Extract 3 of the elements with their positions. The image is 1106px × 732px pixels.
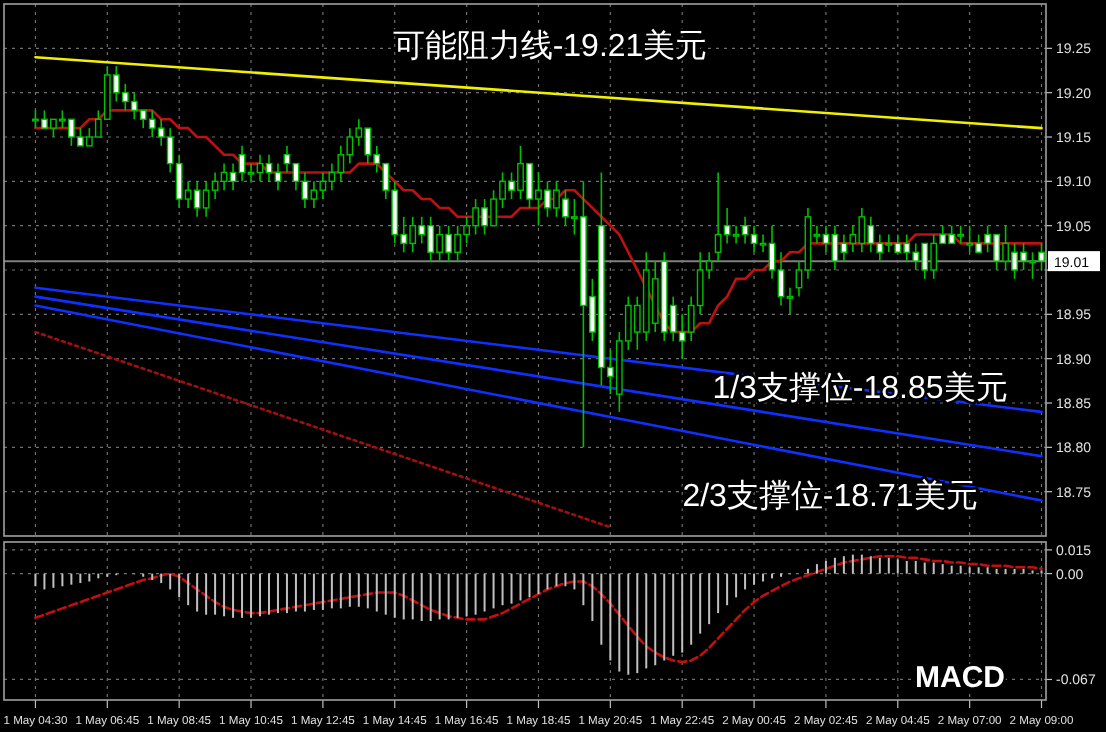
annotation: 2/3支撑位-18.71美元 [682,479,978,514]
annotation: 可能阻力线-19.21美元 [392,29,708,64]
annotation: MACD [915,660,1005,695]
